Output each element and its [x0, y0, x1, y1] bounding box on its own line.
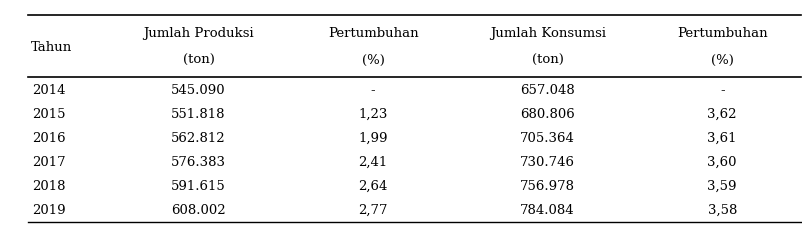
Text: 657.048: 657.048: [520, 83, 575, 96]
Text: 1,99: 1,99: [358, 131, 388, 144]
Text: 3,58: 3,58: [707, 203, 737, 216]
Text: Tahun: Tahun: [30, 40, 71, 54]
Text: Jumlah Konsumsi: Jumlah Konsumsi: [490, 27, 606, 40]
Text: Pertumbuhan: Pertumbuhan: [328, 27, 419, 40]
Text: 576.383: 576.383: [171, 155, 226, 168]
Text: 2016: 2016: [32, 131, 66, 144]
Text: 608.002: 608.002: [171, 203, 226, 216]
Text: -: -: [720, 83, 724, 96]
Text: Jumlah Produksi: Jumlah Produksi: [144, 27, 253, 40]
Text: 2,41: 2,41: [358, 155, 387, 168]
Text: 3,59: 3,59: [707, 179, 737, 192]
Text: 562.812: 562.812: [171, 131, 226, 144]
Text: 3,60: 3,60: [707, 155, 737, 168]
Text: 730.746: 730.746: [520, 155, 575, 168]
Text: 591.615: 591.615: [171, 179, 226, 192]
Text: 2014: 2014: [32, 83, 66, 96]
Text: Pertumbuhan: Pertumbuhan: [677, 27, 768, 40]
Text: 2015: 2015: [32, 107, 66, 120]
Text: 1,23: 1,23: [358, 107, 387, 120]
Text: (ton): (ton): [183, 54, 214, 67]
Text: (ton): (ton): [532, 54, 564, 67]
Text: 551.818: 551.818: [172, 107, 225, 120]
Text: (%): (%): [362, 54, 384, 67]
Text: 2017: 2017: [32, 155, 66, 168]
Text: 705.364: 705.364: [520, 131, 575, 144]
Text: (%): (%): [711, 54, 734, 67]
Text: 756.978: 756.978: [520, 179, 575, 192]
Text: 2,77: 2,77: [358, 203, 388, 216]
Text: 2018: 2018: [32, 179, 66, 192]
Text: 545.090: 545.090: [171, 83, 226, 96]
Text: -: -: [371, 83, 375, 96]
Text: 784.084: 784.084: [520, 203, 575, 216]
Text: 2019: 2019: [32, 203, 66, 216]
Text: 2,64: 2,64: [358, 179, 387, 192]
Text: 3,61: 3,61: [707, 131, 737, 144]
Text: 3,62: 3,62: [707, 107, 737, 120]
Text: 680.806: 680.806: [520, 107, 575, 120]
